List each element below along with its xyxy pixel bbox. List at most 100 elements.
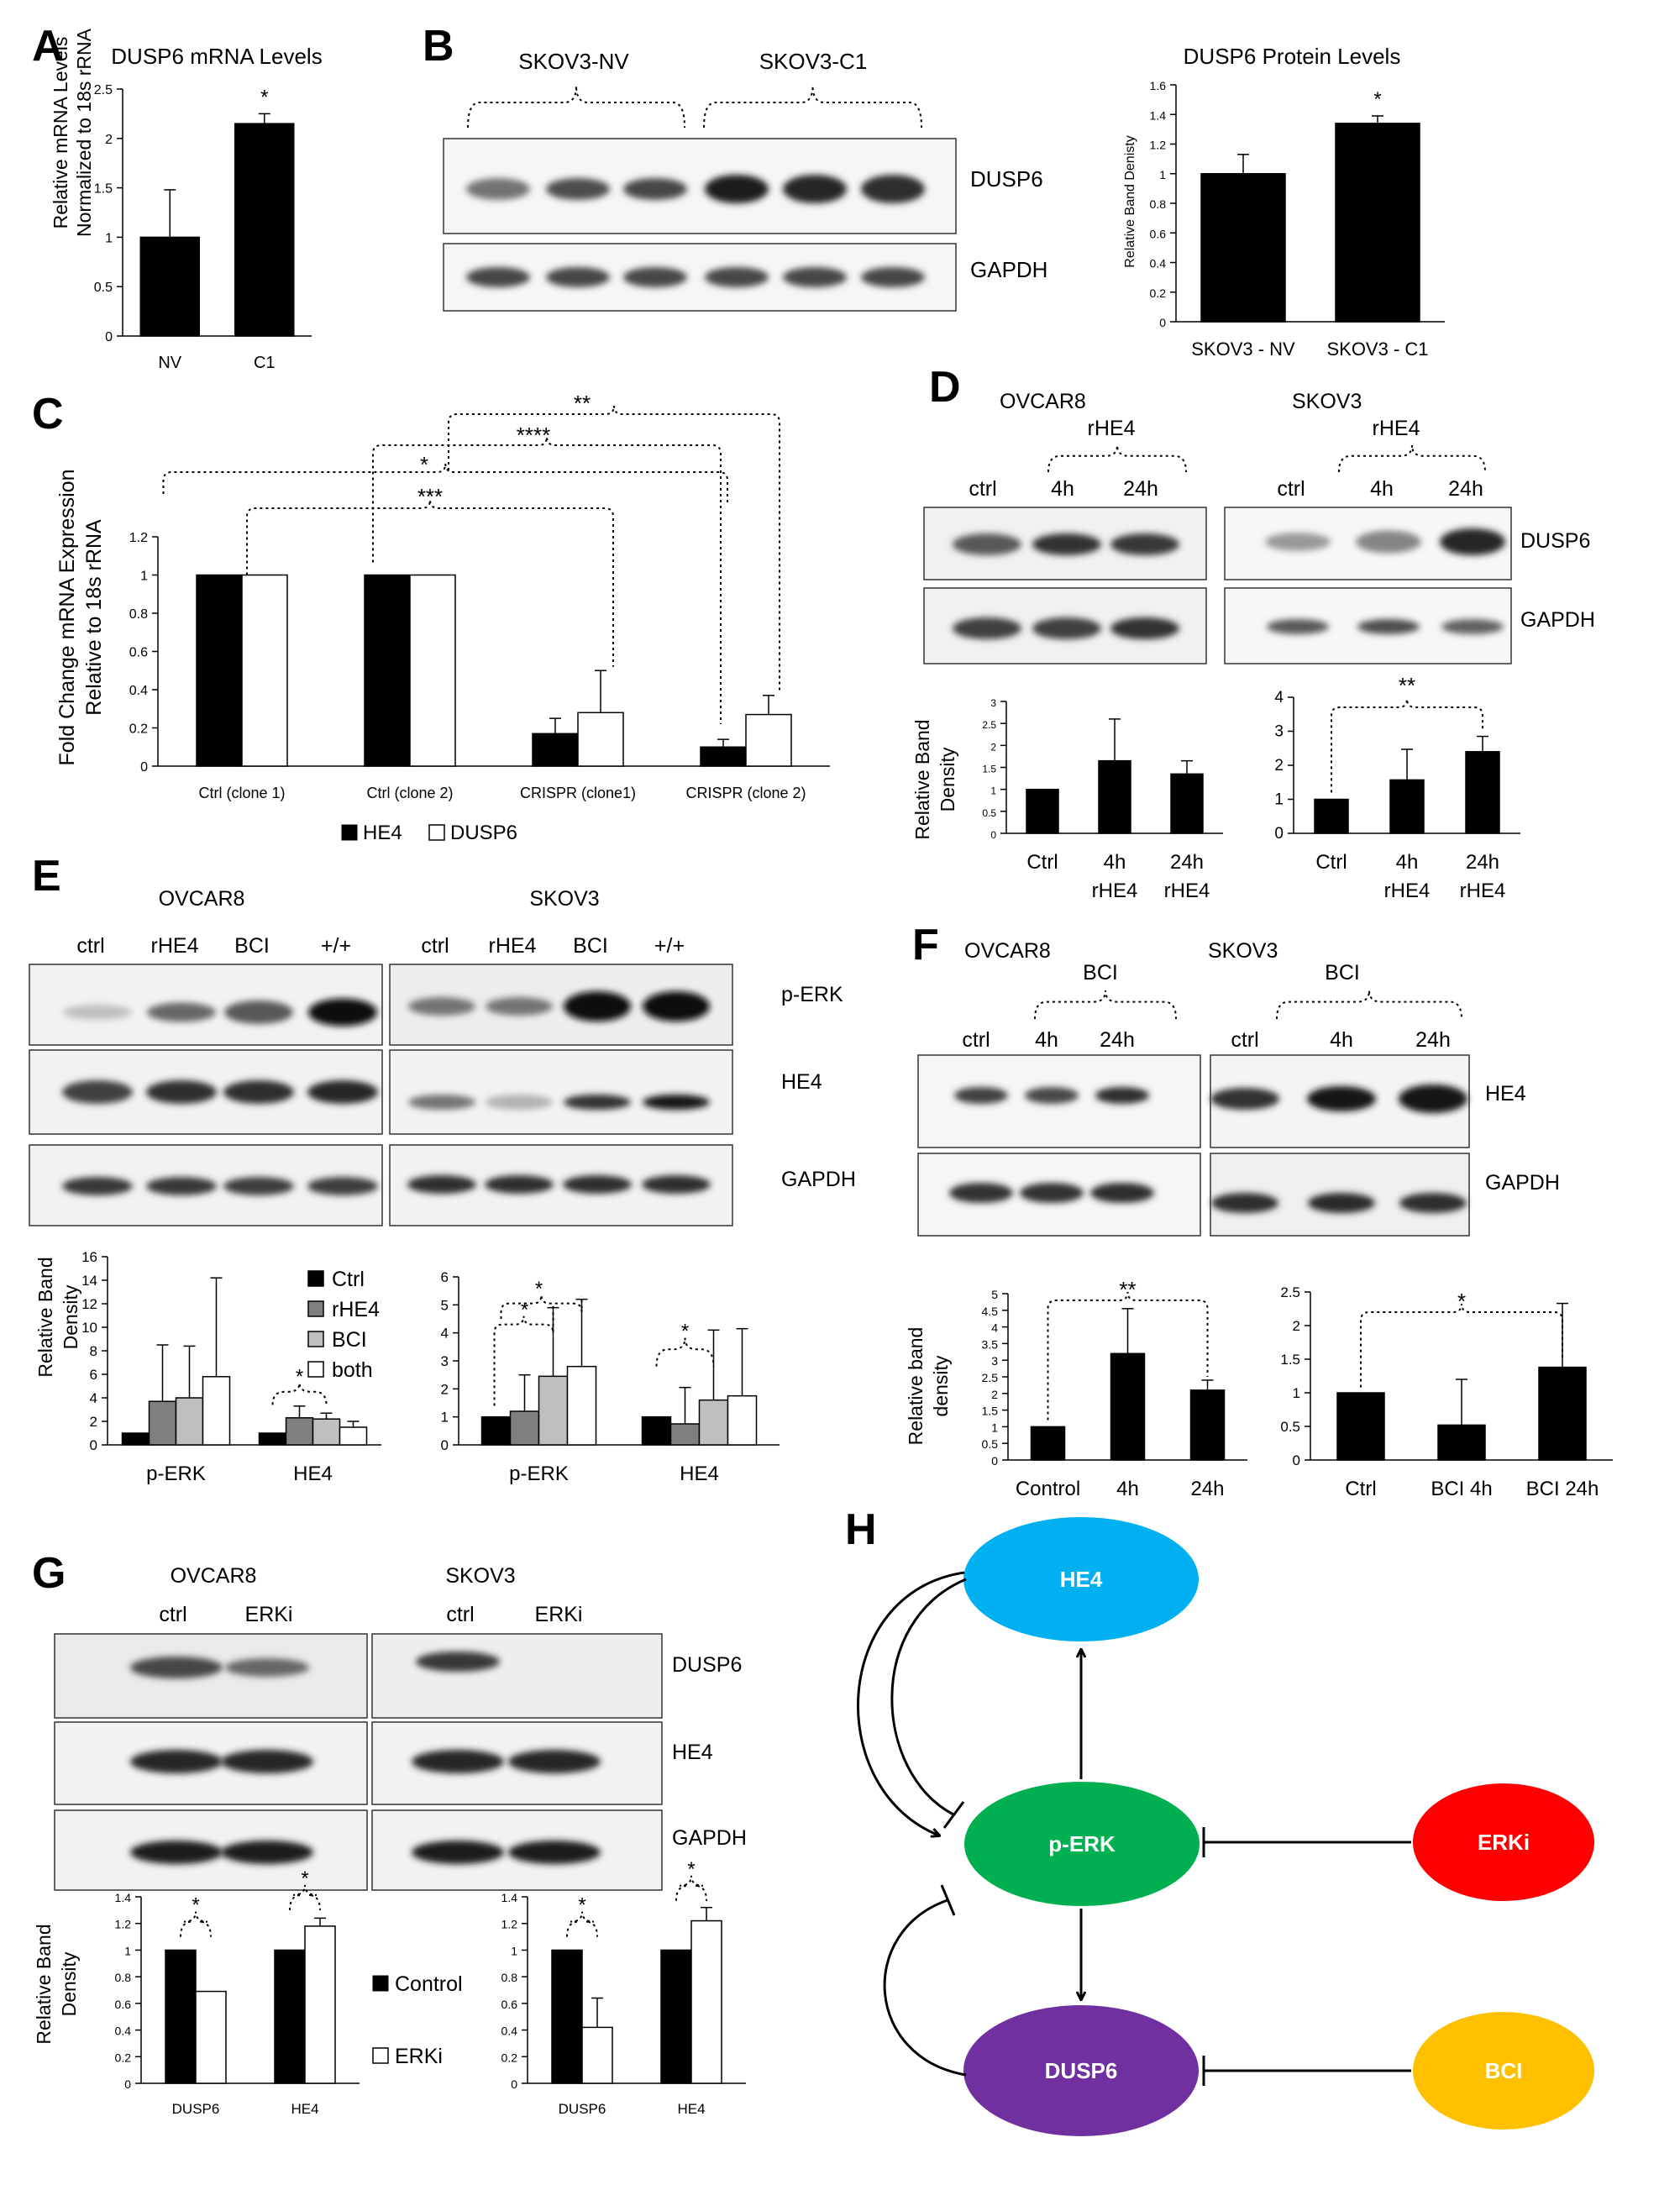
panel-a-ytick-label: 0.5 <box>94 281 113 295</box>
panel-f-right-ytick-label: 0.5 <box>1280 1419 1300 1435</box>
panel-c-bar <box>577 712 624 767</box>
panel-e-band-gapdh <box>307 1177 378 1195</box>
panel-d-band-gapdh <box>1032 617 1101 639</box>
panel-e-right-sig-star: * <box>535 1278 543 1300</box>
panel-d-left-ytick-label: 2 <box>990 741 996 753</box>
panel-f-right-bar <box>1336 1392 1385 1461</box>
panel-g-right-sig-star: * <box>578 1894 585 1917</box>
panel-e-right-ytick-label: 6 <box>441 1269 449 1285</box>
panel-e-lane-label: rHE4 <box>151 934 199 958</box>
panel-c-bar <box>700 746 747 767</box>
panel-e-band-perk <box>147 1002 216 1022</box>
panel-c-sig-stars: ** <box>574 391 591 416</box>
panel-e-right-sig-star: * <box>681 1321 689 1343</box>
panel-d-lane-label: ctrl <box>1277 477 1305 501</box>
panel-b-band-dusp6 <box>623 178 687 200</box>
panel-a-category-label: NV <box>158 354 181 372</box>
panel-e-left-bar <box>285 1417 314 1446</box>
panel-e-left-ytick-label: 0 <box>90 1437 97 1453</box>
panel-e-right-ytick-label: 4 <box>441 1326 449 1342</box>
panel-b-ytick-label: 0.6 <box>1150 227 1167 240</box>
panel-d-brace-right <box>1338 444 1486 473</box>
panel-f-left-ytick-label: 2.5 <box>982 1371 999 1384</box>
panel-f-left-sig-bracket <box>1047 1291 1209 1421</box>
figure-content: Relative mRNA Levels Normalized to 18s rR… <box>29 28 1613 2136</box>
panel-f-brace-right <box>1276 990 1462 1020</box>
panel-d-lane-label: 4h <box>1370 477 1394 501</box>
pathway-node-bci <box>1413 2012 1594 2130</box>
panel-e-ylabel: Relative Band <box>34 1257 56 1377</box>
panel-f-band-gapdh <box>949 1183 1013 1203</box>
panel-letter-g: G <box>32 1549 66 1598</box>
panel-f-right-category-label: BCI 4h <box>1431 1478 1492 1500</box>
panel-d-treatment-right: rHE4 <box>1373 417 1420 440</box>
panel-e-cell-line-skov3: SKOV3 <box>529 887 599 911</box>
panel-f-left-ytick-label: 1.5 <box>982 1405 999 1418</box>
pathway-node-he4 <box>963 1517 1199 1641</box>
panel-letter-h: H <box>845 1505 877 1554</box>
panel-g-band-dusp6 <box>416 1652 500 1672</box>
panel-c-ytick-label: 0 <box>140 760 148 775</box>
panel-d-left-ytick-label: 2.5 <box>982 719 996 731</box>
panel-g-right-sig-star: * <box>687 1858 695 1881</box>
panel-e-band-perk <box>63 1005 132 1020</box>
panel-d-right-ytick-label: 1 <box>1274 791 1284 809</box>
panel-a-bar <box>234 123 295 337</box>
panel-b-ytick-label: 0.2 <box>1150 286 1167 300</box>
panel-g-legend-label: ERKi <box>395 2045 443 2068</box>
panel-b-category-label: SKOV3 - C1 <box>1326 339 1428 360</box>
panel-d-band-gapdh <box>1441 619 1504 634</box>
panel-f-treatment-left: BCI <box>1083 961 1118 985</box>
panel-e-right-sig-brace <box>655 1337 715 1367</box>
panel-e-band-gapdh <box>407 1175 476 1194</box>
panel-e-left-ytick-label: 12 <box>81 1296 97 1312</box>
panel-e-left-ytick-label: 16 <box>81 1249 97 1265</box>
panel-g-left-ytick-label: 1.2 <box>115 1918 132 1931</box>
panel-b-group-label-2: SKOV3-C1 <box>759 49 868 74</box>
panel-c-bar <box>364 574 411 767</box>
panel-b-group-label-1: SKOV3-NV <box>518 49 629 74</box>
panel-d-ylabel: Density <box>937 747 958 811</box>
panel-g-band-gapdh <box>221 1841 313 1864</box>
panel-g-right-sig-brace <box>675 1875 707 1901</box>
panel-b-category-label: SKOV3 - NV <box>1191 339 1295 360</box>
panel-f-cell-line-ovcar8: OVCAR8 <box>964 939 1051 963</box>
panel-f-right-category-label: Ctrl <box>1345 1478 1376 1500</box>
panel-d-blot-label-dusp6: DUSP6 <box>1520 529 1590 553</box>
panel-f-left-bar <box>1030 1426 1066 1461</box>
panel-f-ylabel: density <box>930 1355 952 1416</box>
panel-d-brace-left <box>1047 444 1187 473</box>
panel-e-blot-label-perk: p-ERK <box>781 983 843 1006</box>
panel-c-bar <box>409 574 456 767</box>
panel-d-cell-line-ovcar8: OVCAR8 <box>1000 390 1086 413</box>
panel-g-ylabel: Relative Band <box>33 1924 55 2044</box>
panel-d-right-category-label: Ctrl <box>1315 851 1347 874</box>
panel-d-left-category-label: Ctrl <box>1026 851 1058 874</box>
panel-letter-b: B <box>423 22 454 71</box>
panel-g-right-ytick-label: 0 <box>511 2077 517 2091</box>
panel-e-left-sig-brace <box>271 1383 328 1405</box>
panel-e-legend-label: Ctrl <box>332 1268 365 1291</box>
panel-f-right-sig-star: * <box>1457 1289 1466 1314</box>
panel-e-right-ytick-label: 1 <box>441 1410 449 1426</box>
panel-e-right-ytick-label: 3 <box>441 1353 449 1369</box>
panel-g-right-category-label: DUSP6 <box>559 2101 606 2117</box>
panel-f-right-bar <box>1538 1366 1587 1461</box>
panel-g-band-he4 <box>508 1750 601 1773</box>
panel-f-right-bar <box>1437 1424 1486 1461</box>
panel-e-band-he4 <box>223 1080 294 1104</box>
panel-e-legend-swatch <box>307 1331 324 1347</box>
panel-g-left-ytick-label: 0.4 <box>115 2025 132 2038</box>
panel-e-band-he4 <box>408 1095 475 1110</box>
pathway-node-label: HE4 <box>1060 1567 1103 1592</box>
panel-d-band-gapdh <box>1357 619 1420 634</box>
panel-f-left-ytick-label: 5 <box>991 1288 998 1301</box>
panel-f-band-gapdh <box>1308 1193 1375 1213</box>
panel-f-lane-label: ctrl <box>1231 1028 1258 1052</box>
panel-e-left-ytick-label: 8 <box>90 1343 97 1359</box>
panel-d-lane-label: 24h <box>1123 477 1158 501</box>
panel-b-band-gapdh <box>546 267 610 287</box>
panel-f-brace-left <box>1034 990 1177 1020</box>
panel-f-left-ytick-label: 3.5 <box>982 1337 999 1351</box>
panel-d-treatment-left: rHE4 <box>1088 417 1136 440</box>
